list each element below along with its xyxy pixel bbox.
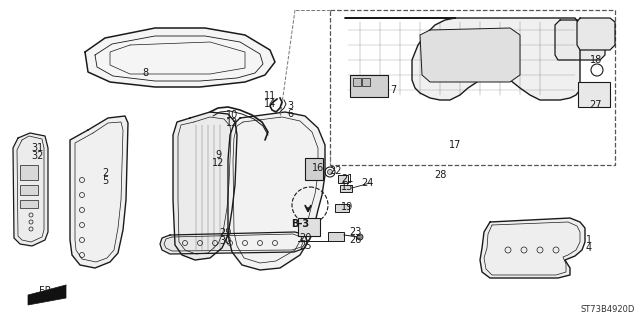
Polygon shape (555, 20, 605, 60)
Text: 10: 10 (226, 110, 238, 120)
Text: 25: 25 (299, 241, 311, 251)
Polygon shape (173, 112, 237, 260)
Text: 28: 28 (434, 170, 446, 180)
Text: 24: 24 (361, 178, 373, 188)
Text: 17: 17 (449, 140, 461, 150)
Text: 9: 9 (215, 150, 221, 160)
Text: 19: 19 (341, 202, 353, 212)
Text: 11: 11 (264, 91, 276, 101)
Polygon shape (577, 18, 615, 50)
Polygon shape (420, 28, 520, 82)
Polygon shape (85, 28, 275, 87)
Text: ST73B4920D: ST73B4920D (580, 305, 635, 314)
Text: 20: 20 (299, 233, 311, 243)
Text: 4: 4 (586, 243, 592, 253)
Bar (340, 185, 352, 192)
Polygon shape (345, 18, 580, 100)
Polygon shape (13, 133, 48, 246)
Bar (362, 78, 370, 86)
Bar (20, 185, 38, 195)
Text: 12: 12 (212, 158, 224, 168)
Text: 27: 27 (589, 100, 602, 110)
Bar (578, 82, 610, 107)
Text: 23: 23 (349, 227, 361, 237)
Polygon shape (28, 285, 66, 305)
Bar (305, 158, 323, 180)
Text: 21: 21 (341, 174, 353, 184)
Text: 1: 1 (586, 235, 592, 245)
Polygon shape (228, 112, 325, 270)
Text: 22: 22 (330, 166, 342, 176)
Text: 3: 3 (287, 101, 293, 111)
Bar (298, 218, 320, 236)
Bar (20, 200, 38, 208)
Bar (353, 78, 361, 86)
Text: 2: 2 (102, 168, 108, 178)
Bar (330, 10, 615, 165)
Polygon shape (70, 116, 128, 268)
Text: 30: 30 (219, 236, 231, 246)
Text: 14: 14 (264, 99, 276, 109)
Text: 26: 26 (349, 235, 361, 245)
Polygon shape (480, 218, 585, 278)
Bar (335, 204, 349, 212)
Bar (350, 75, 388, 97)
Text: 29: 29 (219, 228, 231, 238)
Text: 13: 13 (226, 118, 238, 128)
Circle shape (357, 234, 363, 240)
Bar (338, 175, 348, 183)
Bar (328, 232, 344, 241)
Text: 15: 15 (341, 182, 353, 192)
Bar (20, 165, 38, 180)
Text: 6: 6 (287, 109, 293, 119)
Text: FR.: FR. (40, 286, 54, 296)
Text: B-3: B-3 (291, 219, 309, 229)
Text: 31: 31 (31, 143, 43, 153)
Polygon shape (160, 232, 307, 254)
Text: 8: 8 (142, 68, 148, 78)
Text: 16: 16 (312, 163, 324, 173)
Text: 18: 18 (590, 55, 602, 65)
Text: 32: 32 (31, 151, 43, 161)
Text: 5: 5 (102, 176, 108, 186)
Circle shape (328, 169, 333, 174)
Text: 7: 7 (390, 85, 396, 95)
